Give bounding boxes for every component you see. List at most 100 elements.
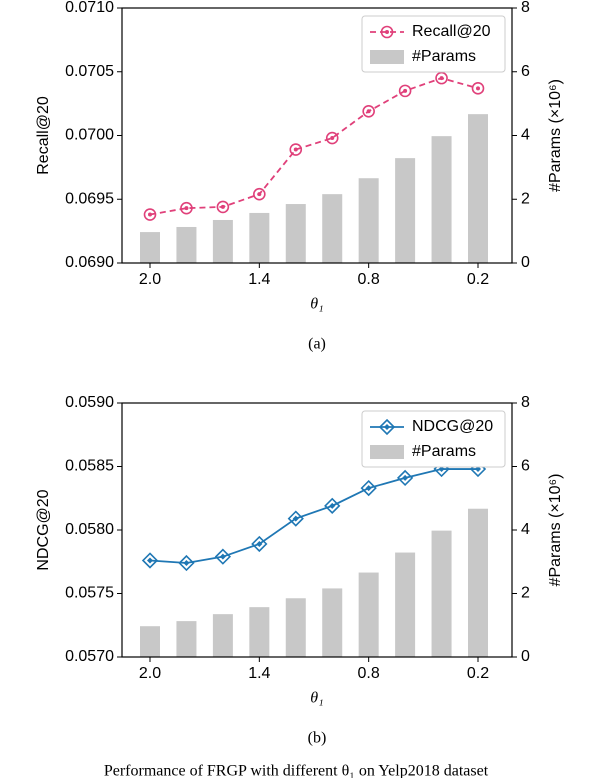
bar [212, 614, 233, 657]
marker [325, 131, 339, 145]
bar [249, 212, 270, 263]
marker [178, 554, 195, 572]
marker [324, 497, 341, 515]
bar [322, 194, 343, 263]
marker-inner [366, 109, 371, 114]
x-axis-label: θ₁ [310, 296, 323, 313]
marker [398, 84, 412, 98]
y2-tick-label: 2 [521, 585, 530, 602]
marker [396, 469, 414, 487]
marker [253, 187, 266, 201]
y-axis-label: Recall@20 [35, 96, 52, 175]
marker [289, 143, 303, 156]
marker [143, 208, 157, 221]
marker-inner [219, 553, 226, 560]
y2-tick-label: 6 [521, 63, 530, 80]
caption: (a) [308, 336, 326, 353]
marker-inner [220, 204, 225, 209]
bar [212, 219, 233, 263]
legend-label: NDCG@20 [412, 418, 493, 435]
bar [358, 178, 379, 263]
x-tick-label: 0.8 [358, 665, 380, 682]
bar [468, 114, 488, 263]
legend-label: Recall@20 [412, 23, 491, 40]
caption: (b) [308, 730, 327, 747]
bar [468, 508, 488, 657]
legend-swatch [370, 445, 404, 459]
figure-caption: Performance of FRGP with different θ₁ on… [104, 763, 489, 778]
marker-inner [476, 86, 480, 91]
marker [362, 104, 375, 118]
marker [435, 71, 448, 85]
bar [140, 232, 160, 263]
y-tick-label: 0.0695 [65, 190, 114, 207]
legend-label: #Params [412, 48, 476, 65]
marker-inner [384, 424, 390, 430]
x-tick-label: 2.0 [139, 665, 161, 682]
y-tick-label: 0.0585 [65, 458, 114, 475]
y-axis-label: NDCG@20 [35, 489, 52, 570]
bar [395, 158, 416, 263]
marker-inner [403, 88, 408, 93]
y-tick-label: 0.0575 [65, 585, 114, 602]
marker [380, 25, 394, 39]
bar [249, 607, 270, 657]
marker-inner [330, 136, 335, 141]
marker-inner [475, 466, 481, 473]
marker-inner [256, 540, 263, 547]
bar [431, 530, 452, 657]
x-tick-label: 1.4 [248, 271, 270, 288]
marker-inner [438, 466, 445, 473]
y2-tick-label: 8 [521, 394, 530, 411]
y-tick-label: 0.0710 [65, 0, 114, 16]
bar [358, 572, 379, 657]
marker-inner [385, 30, 389, 34]
legend-label: #Params [412, 443, 476, 460]
marker-inner [402, 474, 409, 481]
y2-tick-label: 4 [521, 127, 530, 144]
marker-inner [257, 192, 262, 197]
marker [214, 548, 232, 565]
marker-inner [184, 206, 189, 211]
y2-tick-label: 4 [521, 521, 530, 538]
marker [360, 479, 377, 497]
marker [216, 200, 230, 214]
legend-swatch [370, 50, 404, 64]
x-tick-label: 1.4 [248, 665, 270, 682]
marker-inner [439, 76, 444, 81]
marker-inner [292, 515, 299, 522]
marker-inner [329, 502, 336, 509]
y-tick-label: 0.0580 [65, 521, 114, 538]
marker [378, 418, 396, 436]
marker-inner [183, 560, 190, 567]
y-tick-label: 0.0590 [65, 394, 114, 411]
bar [176, 621, 197, 657]
y2-tick-label: 2 [521, 190, 530, 207]
bar [285, 598, 306, 657]
y-tick-label: 0.0690 [65, 254, 114, 271]
marker [287, 510, 304, 527]
marker-inner [293, 147, 298, 152]
marker [251, 535, 268, 553]
line [149, 77, 479, 216]
marker-inner [365, 485, 372, 492]
bar [395, 552, 416, 657]
bar [431, 136, 452, 263]
marker [180, 201, 193, 215]
y2-tick-label: 0 [521, 254, 530, 271]
y-tick-label: 0.0570 [65, 648, 114, 665]
bar [322, 588, 343, 657]
marker-inner [148, 212, 152, 217]
y2-axis-label: #Params (×10⁶) [547, 474, 564, 587]
x-tick-label: 0.2 [467, 271, 489, 288]
line [149, 468, 478, 564]
bar [285, 204, 306, 263]
y2-tick-label: 8 [521, 0, 530, 16]
y2-axis-label: #Params (×10⁶) [547, 79, 564, 192]
x-tick-label: 2.0 [139, 271, 161, 288]
x-tick-label: 0.2 [467, 665, 489, 682]
y-tick-label: 0.0700 [65, 127, 114, 144]
marker [141, 552, 159, 569]
y2-tick-label: 6 [521, 458, 530, 475]
